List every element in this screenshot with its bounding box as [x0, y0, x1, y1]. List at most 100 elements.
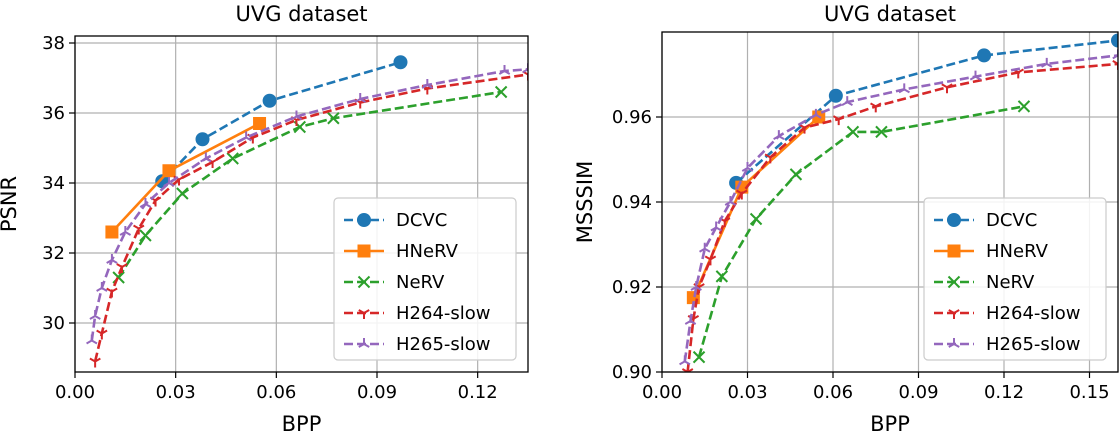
- data-point-nerv: [226, 152, 239, 165]
- legend-label-h265-slow: H265-slow: [986, 334, 1081, 355]
- y-tick-label: 38: [42, 33, 65, 54]
- y-axis-label: MSSSIM: [573, 161, 597, 243]
- data-point-nerv: [749, 212, 763, 226]
- legend-label-hnerv: HNeRV: [986, 241, 1049, 262]
- x-tick-label: 0.03: [156, 382, 196, 403]
- x-tick-label: 0.06: [813, 382, 853, 403]
- legend-marker-nerv: [357, 275, 371, 289]
- data-point-h264-slow: [116, 263, 128, 273]
- legend-label-dcvc: DCVC: [986, 210, 1037, 231]
- data-point-dcvc: [828, 88, 843, 103]
- data-point-h264-slow: [764, 153, 777, 164]
- legend-box: [923, 197, 1107, 361]
- data-point-dcvc: [195, 132, 210, 147]
- series-group: [679, 33, 1118, 372]
- chart-title: UVG dataset: [824, 2, 956, 26]
- x-tick-label: 0.06: [256, 382, 296, 403]
- data-point-h265-slow: [810, 108, 822, 119]
- chart-panel-1: 0.00 0.03 0.06 0.09 0.12 30 32 34 36 38 UVG datase…: [0, 2, 529, 436]
- plot-frame: [74, 35, 529, 373]
- y-tick-label: 0.92: [612, 277, 652, 298]
- x-axis-label: BPP: [870, 412, 910, 436]
- y-tick-label: 30: [42, 313, 65, 334]
- data-point-h265-slow: [522, 63, 528, 74]
- data-point-h265-slow: [679, 355, 691, 366]
- data-point-dcvc: [262, 93, 277, 108]
- data-point-h264-slow: [89, 357, 101, 368]
- x-axis-label: BPP: [282, 412, 322, 436]
- chart-panel-2: 0.00 0.03 0.06 0.09 0.12 0.15 0.90 0.92 0.94 0.96…: [573, 2, 1119, 436]
- legend-marker-dcvc: [357, 213, 371, 227]
- legend-marker-h265-slow: [948, 338, 960, 348]
- data-point-h265-slow: [841, 96, 853, 106]
- x-tick-label: 0.12: [458, 382, 498, 403]
- legend-box: [333, 197, 517, 361]
- legend-label-nerv: NeRV: [396, 272, 445, 293]
- data-point-h264-slow: [704, 255, 717, 266]
- data-point-h265-slow: [724, 196, 737, 206]
- legend: DCVC HNeRV NeRV H264-slow H265-slow: [333, 197, 517, 361]
- legend-marker-h264-slow: [358, 309, 370, 319]
- series-line-hnerv: [110, 122, 261, 233]
- data-point-h265-slow: [96, 282, 108, 292]
- data-point-nerv: [1017, 100, 1031, 113]
- data-point-nerv: [692, 350, 706, 364]
- y-tick-label: 34: [42, 173, 65, 194]
- data-point-h265-slow: [690, 281, 702, 291]
- data-point-h265-slow: [240, 131, 252, 142]
- x-tick-label: 0.00: [642, 382, 682, 403]
- chart-title: UVG dataset: [235, 2, 367, 26]
- x-tick-label: 0.12: [984, 382, 1024, 403]
- x-tick-label: 0.09: [898, 382, 938, 403]
- legend-marker-nerv: [947, 275, 961, 289]
- data-point-h265-slow: [1112, 49, 1118, 60]
- series-line-h265-slow: [683, 54, 1118, 362]
- x-tick-label: 0.09: [357, 382, 397, 403]
- data-point-h264-slow: [832, 115, 845, 126]
- data-point-h265-slow: [498, 65, 511, 75]
- data-point-h264-slow: [106, 287, 118, 298]
- legend-marker-hnerv: [947, 244, 961, 258]
- data-point-h265-slow: [710, 221, 722, 232]
- data-point-h265-slow: [773, 130, 785, 140]
- data-point-nerv: [139, 229, 152, 242]
- data-point-h265-slow: [106, 254, 118, 264]
- legend-marker-h265-slow: [358, 338, 370, 348]
- series-line-hnerv: [692, 116, 820, 299]
- data-point-nerv: [176, 187, 189, 200]
- legend-label-nerv: NeRV: [986, 272, 1035, 293]
- data-point-h264-slow: [96, 329, 108, 340]
- data-point-h265-slow: [86, 334, 98, 345]
- data-point-h265-slow: [1041, 57, 1053, 68]
- y-tick-label: 32: [42, 243, 65, 264]
- data-point-h264-slow: [941, 83, 953, 94]
- y-axis-label: PSNR: [0, 176, 21, 232]
- series-line-h265-slow: [90, 68, 528, 341]
- data-point-dcvc: [1111, 33, 1118, 48]
- data-point-h265-slow: [969, 70, 982, 81]
- data-point-nerv: [875, 125, 888, 139]
- legend-label-h264-slow: H264-slow: [986, 303, 1081, 324]
- data-point-h265-slow: [741, 162, 754, 172]
- legend: DCVC HNeRV NeRV H264-slow H265-slow: [923, 197, 1107, 361]
- data-point-h265-slow: [200, 152, 212, 163]
- data-point-h265-slow: [421, 79, 434, 89]
- legend-marker-dcvc: [947, 213, 961, 227]
- data-point-h265-slow: [89, 310, 101, 320]
- x-tick-label: 0.15: [1069, 382, 1109, 403]
- data-point-h265-slow: [290, 110, 303, 121]
- y-tick-label: 0.94: [612, 192, 652, 213]
- data-point-h264-slow: [1112, 60, 1118, 70]
- x-tick-label: 0.03: [727, 382, 767, 403]
- data-point-h265-slow: [684, 315, 697, 325]
- data-point-hnerv: [253, 117, 267, 130]
- data-point-h264-slow: [133, 224, 145, 235]
- data-point-nerv: [494, 85, 508, 99]
- data-point-h265-slow: [898, 83, 910, 94]
- data-point-h265-slow: [354, 93, 366, 103]
- data-point-h265-slow: [699, 242, 711, 253]
- data-point-nerv: [846, 125, 860, 139]
- data-point-h265-slow: [163, 177, 175, 187]
- legend-label-h265-slow: H265-slow: [396, 334, 491, 355]
